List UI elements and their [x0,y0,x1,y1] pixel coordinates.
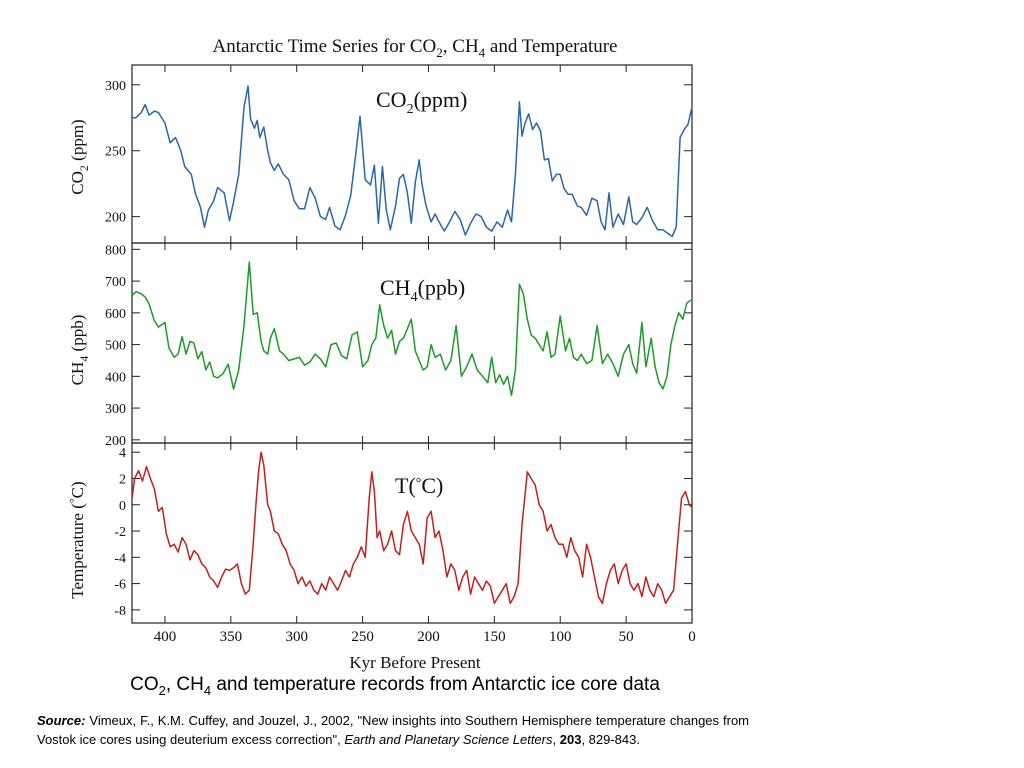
journal-volume: 203 [559,732,582,747]
caption-subscript: 4 [203,682,212,698]
co2-panel-label: CO2(ppm) [376,87,467,117]
ch4-panel: CH4(ppb) CH4 (ppb) 200 300 400 500 600 700 800 [68,242,693,449]
journal-pages: , 829-843. [581,732,640,747]
ch4-series-line [131,261,692,397]
co2-y-tick-label: 300 [105,79,126,94]
x-axis-label: Kyr Before Present [349,653,481,672]
x-axis-ticks: 400 350 300 250 200 150 100 50 0 [154,65,696,645]
x-tick-label: 400 [154,629,177,645]
co2-y-tick-label: 200 [105,211,126,226]
temperature-y-tick-label: -2 [114,525,126,540]
temperature-panel-label: T(°C) [395,473,443,498]
caption-text: and temperature records from Antarctic i… [211,674,660,695]
x-tick-label: 0 [688,629,696,645]
temperature-y-tick-label: 2 [119,472,126,487]
co2-panel: CO2(ppm) CO2 (ppm) 200 250 300 [68,64,693,244]
source-citation: Source: Vimeux, F., K.M. Cuffey, and Jou… [37,711,749,749]
co2-y-ticks: 200 250 300 [105,79,692,226]
temperature-y-tick-label: -4 [114,551,126,566]
temperature-plot-frame [131,442,693,624]
x-tick-label: 200 [417,629,440,645]
temperature-panel: T(°C) Temperature (°C) -8 -6 -4 -2 0 2 4 [67,442,693,624]
x-tick-label: 250 [351,629,374,645]
caption-text: CO [130,674,159,695]
ch4-y-tick-label: 200 [105,434,126,449]
source-text: Vimeux, F., K.M. Cuffey, and Jouzel, J.,… [37,713,749,747]
x-tick-label: 100 [549,629,572,645]
temperature-y-tick-label: -8 [114,604,126,619]
figure-caption: CO2, CH4 and temperature records from An… [0,674,790,698]
ch4-y-tick-label: 700 [105,275,126,290]
ch4-y-tick-label: 600 [105,307,126,322]
ch4-y-axis-label: CH4 (ppb) [68,315,91,386]
caption-subscript: 2 [158,682,166,698]
ch4-y-tick-label: 300 [105,402,126,417]
x-tick-label: 50 [619,629,634,645]
co2-series-line [132,85,693,238]
ch4-y-tick-label: 800 [105,243,126,258]
x-tick-label: 300 [285,629,308,645]
figure-title: Antarctic Time Series for CO2, CH4 and T… [213,36,618,60]
journal-name: Earth and Planetary Science Letters [344,732,553,747]
x-tick-label: 150 [483,629,506,645]
co2-y-axis-label: CO2 (ppm) [68,119,91,194]
figure: Antarctic Time Series for CO2, CH4 and T… [67,36,696,672]
ch4-plot-frame [131,242,693,444]
caption-text: , CH [165,674,204,695]
co2-y-tick-label: 250 [105,145,126,160]
temperature-y-ticks: -8 -6 -4 -2 0 2 4 [114,446,692,619]
temperature-y-tick-label: 0 [119,499,126,514]
ch4-y-tick-label: 500 [105,339,126,354]
temperature-y-tick-label: 4 [119,446,126,461]
ch4-panel-label: CH4(ppb) [380,275,465,305]
ch4-y-tick-label: 400 [105,370,126,385]
source-separator: , [552,732,560,747]
temperature-series-line [131,451,693,605]
x-tick-label: 350 [220,629,243,645]
ch4-y-ticks: 200 300 400 500 600 700 800 [105,243,692,449]
source-label: Source: [37,713,86,728]
temperature-y-axis-label: Temperature (°C) [67,481,87,598]
temperature-y-tick-label: -6 [114,578,126,593]
